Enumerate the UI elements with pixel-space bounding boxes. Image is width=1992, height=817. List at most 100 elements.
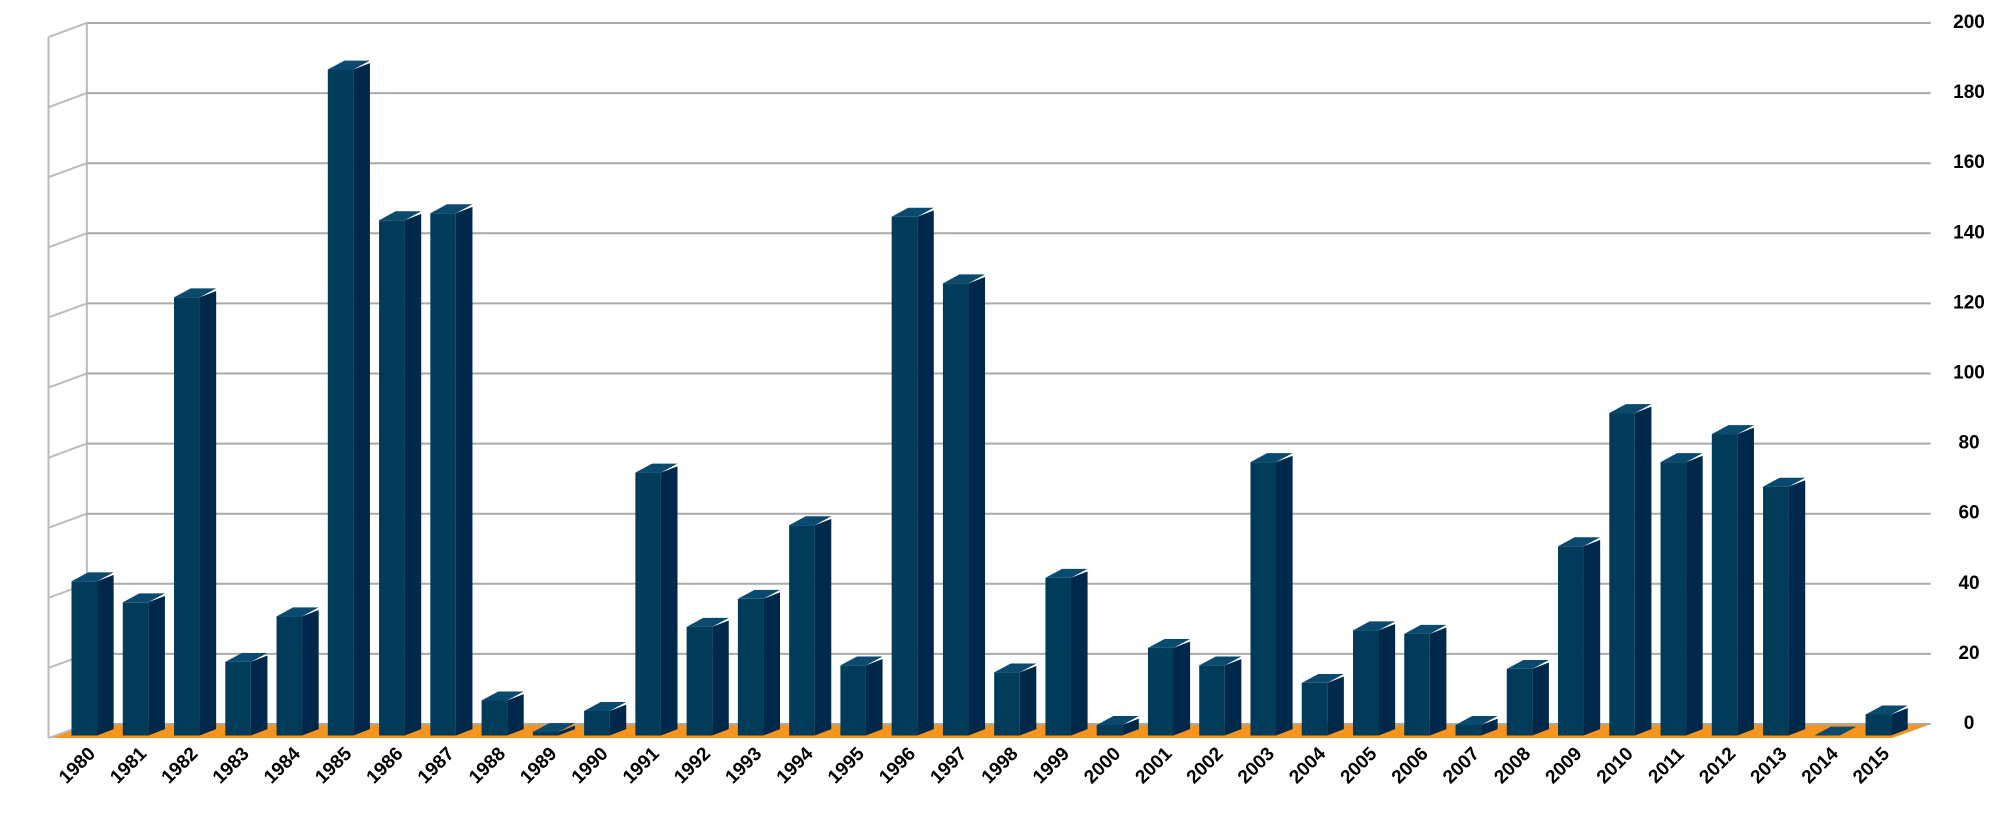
x-tick-label: 2010 bbox=[1593, 743, 1638, 788]
x-tick-label: 2007 bbox=[1439, 743, 1484, 788]
bar bbox=[1865, 714, 1892, 736]
bar bbox=[379, 220, 405, 736]
y-tick-label: 160 bbox=[1953, 152, 1985, 173]
bar-top bbox=[1352, 621, 1396, 631]
bar-top bbox=[1865, 705, 1908, 715]
x-tick-label: 1987 bbox=[414, 743, 459, 788]
bar-side bbox=[1276, 455, 1293, 736]
bar bbox=[1045, 577, 1071, 736]
bar-side bbox=[1224, 659, 1242, 736]
bar-top bbox=[379, 211, 422, 221]
x-tick-label: 2004 bbox=[1285, 743, 1330, 788]
bar-side bbox=[1327, 676, 1344, 736]
bar bbox=[994, 672, 1020, 736]
bar-top bbox=[1609, 404, 1652, 414]
bar bbox=[1609, 413, 1635, 736]
bar-side bbox=[1532, 662, 1549, 736]
bar-top bbox=[635, 463, 678, 473]
bar-top bbox=[532, 723, 575, 733]
wall-grid-line bbox=[48, 162, 88, 179]
bar-side bbox=[455, 206, 473, 736]
x-tick-label: 2000 bbox=[1080, 743, 1125, 788]
bar-top bbox=[122, 593, 165, 603]
bar-side bbox=[1070, 571, 1088, 736]
x-tick-label: 1992 bbox=[670, 743, 715, 788]
bar-side bbox=[609, 704, 627, 736]
bar-top bbox=[174, 288, 217, 298]
y-tick-label: 200 bbox=[1953, 12, 1985, 33]
x-tick-label: 1980 bbox=[55, 743, 100, 788]
x-tick-label: 2013 bbox=[1747, 743, 1792, 788]
bar bbox=[1096, 724, 1123, 736]
bar bbox=[840, 665, 866, 736]
bar bbox=[789, 525, 815, 736]
y-tick-label: 20 bbox=[1958, 643, 1979, 664]
x-tick-label: 1990 bbox=[568, 743, 613, 788]
y-tick-label: 180 bbox=[1953, 82, 1985, 103]
bar-side bbox=[1583, 539, 1601, 736]
x-tick-label: 1982 bbox=[158, 743, 203, 788]
x-tick-label: 1991 bbox=[619, 743, 664, 788]
bar-side bbox=[1634, 406, 1652, 736]
bar bbox=[635, 472, 661, 736]
bar-top bbox=[481, 691, 524, 701]
wall-grid-line bbox=[48, 442, 88, 459]
bar bbox=[71, 581, 98, 736]
x-tick-label: 2006 bbox=[1388, 743, 1433, 788]
y-tick-label: 40 bbox=[1958, 573, 1979, 594]
bar-side bbox=[1378, 623, 1396, 736]
y-tick-label: 100 bbox=[1953, 363, 1985, 384]
y-tick-label: 120 bbox=[1953, 292, 1985, 313]
bar-top bbox=[584, 702, 627, 711]
x-tick-label: 2005 bbox=[1337, 743, 1382, 788]
x-tick-label: 1986 bbox=[363, 743, 408, 788]
x-tick-label: 2015 bbox=[1849, 743, 1894, 788]
bar-side bbox=[1686, 455, 1703, 736]
wall-grid-line bbox=[48, 302, 88, 319]
wall-grid-line bbox=[48, 512, 88, 529]
bar-top bbox=[1711, 425, 1754, 435]
bar bbox=[225, 661, 251, 736]
bar-side bbox=[302, 609, 319, 736]
bar-top bbox=[1199, 656, 1242, 666]
bar-side bbox=[353, 63, 370, 736]
bar-top bbox=[1096, 716, 1139, 725]
bar bbox=[1506, 668, 1533, 736]
x-tick-label: 1983 bbox=[209, 743, 254, 788]
bar bbox=[532, 732, 559, 736]
bar-side bbox=[404, 213, 422, 736]
bar-top bbox=[430, 204, 473, 214]
bar-top bbox=[1147, 638, 1191, 648]
x-tick-label: 1981 bbox=[106, 743, 151, 788]
bar-top bbox=[1506, 659, 1549, 669]
wall-grid-line bbox=[48, 92, 88, 109]
bar-top bbox=[1763, 477, 1806, 487]
bar-side bbox=[865, 659, 883, 736]
x-tick-label: 1999 bbox=[1029, 743, 1074, 788]
bar-side bbox=[1788, 480, 1806, 736]
bar-side bbox=[558, 725, 575, 736]
x-tick-label: 1985 bbox=[311, 743, 356, 788]
bar-side bbox=[712, 620, 729, 736]
bar-side bbox=[250, 655, 268, 736]
bar-top bbox=[1660, 453, 1703, 463]
bar-side bbox=[1737, 427, 1754, 736]
bar bbox=[1250, 462, 1277, 736]
bar bbox=[737, 598, 764, 736]
bar-top bbox=[276, 607, 319, 617]
bar bbox=[1558, 546, 1584, 736]
bar-top bbox=[1558, 537, 1601, 547]
bar-top bbox=[327, 60, 370, 70]
bar-top bbox=[1814, 726, 1857, 736]
bar-top bbox=[1301, 673, 1344, 683]
bar bbox=[1763, 486, 1789, 736]
x-tick-label: 2012 bbox=[1695, 743, 1740, 788]
x-tick-label: 1995 bbox=[824, 743, 869, 788]
x-tick-label: 2001 bbox=[1132, 743, 1177, 788]
bar bbox=[430, 213, 456, 736]
x-tick-label: 1993 bbox=[722, 743, 767, 788]
bar-side bbox=[1019, 666, 1037, 736]
y-tick-label: 0 bbox=[1964, 713, 1975, 734]
bar bbox=[1404, 633, 1430, 736]
